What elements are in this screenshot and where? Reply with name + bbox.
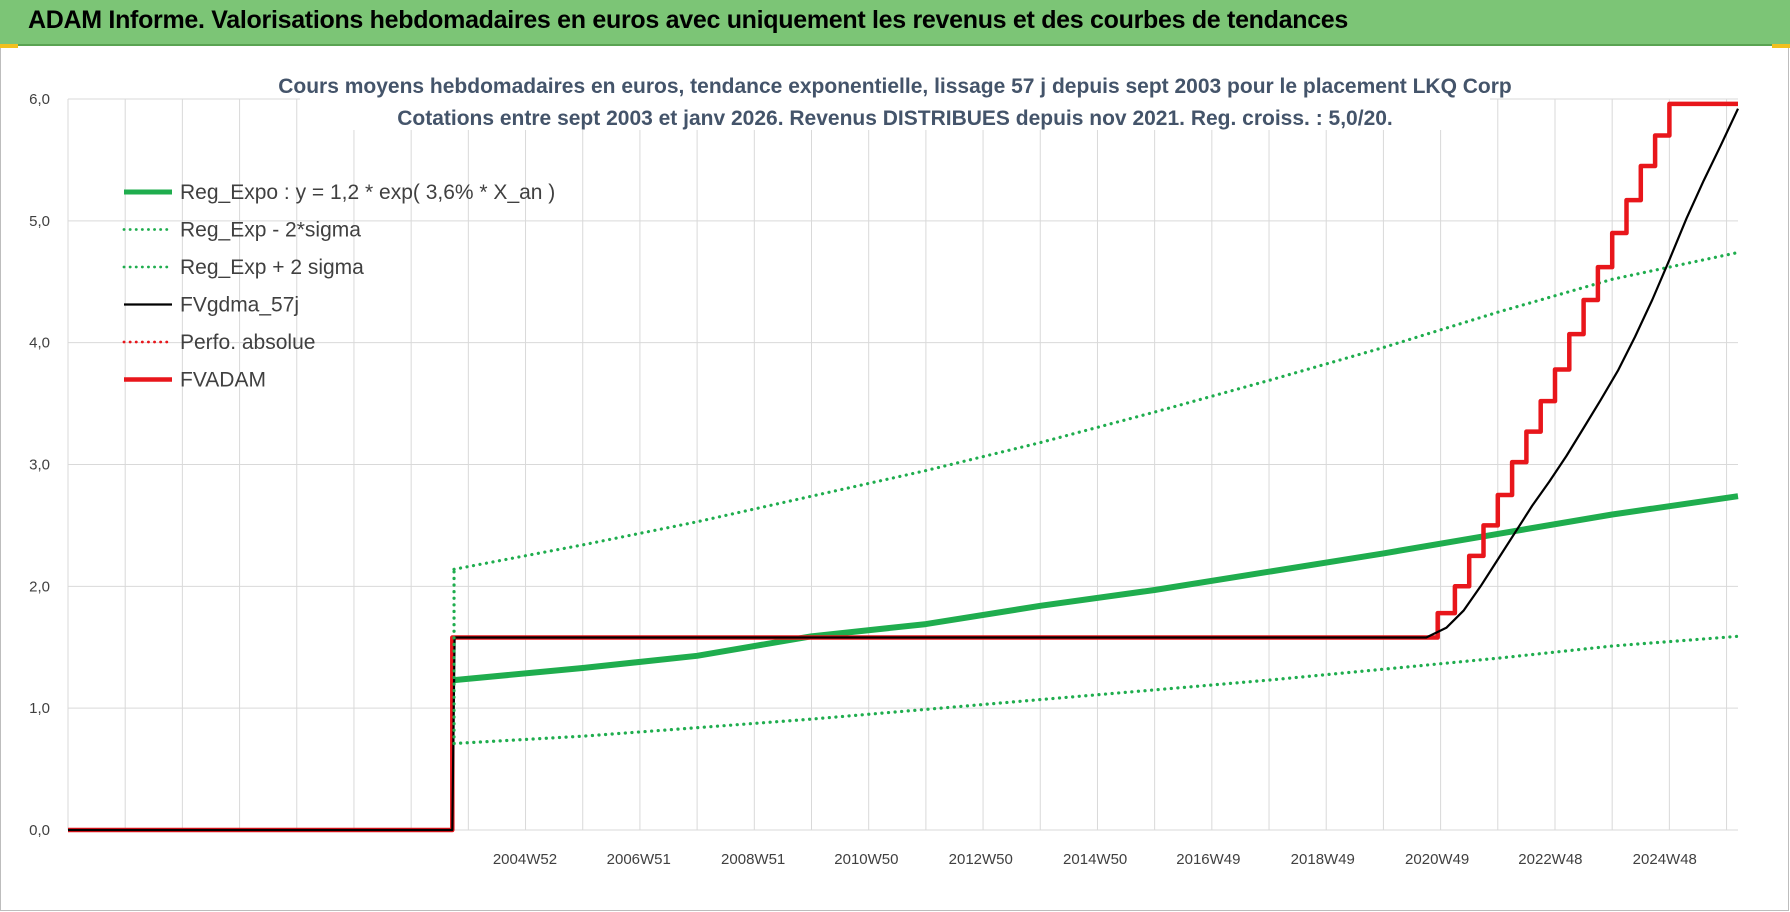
x-tick-label: 2016W49 — [1176, 851, 1240, 868]
y-tick-label: 0,0 — [29, 822, 50, 839]
chart-frame — [0, 46, 1789, 911]
x-tick-label: 2008W51 — [721, 851, 785, 868]
x-tick-label: 2022W48 — [1518, 851, 1582, 868]
y-tick-label: 1,0 — [29, 700, 50, 717]
x-tick-label: 2024W48 — [1633, 851, 1697, 868]
corner-mark-left — [0, 44, 18, 48]
y-tick-label: 2,0 — [29, 578, 50, 595]
series-lines — [68, 101, 1740, 833]
series-line-2 — [452, 250, 1740, 571]
y-axis-ticks: 0,0 1,0 2,0 3,0 4,0 5,0 6,0 — [29, 91, 50, 839]
report-header: ADAM Informe. Valorisations hebdomadaire… — [0, 0, 1790, 46]
legend-label: Reg_Exp - 2*sigma — [180, 219, 361, 242]
x-tick-label: 2004W52 — [493, 851, 557, 868]
y-tick-label: 6,0 — [29, 91, 50, 108]
corner-mark-right — [1772, 44, 1790, 48]
x-tick-label: 2014W50 — [1063, 851, 1127, 868]
legend-label: FVgdma_57j — [180, 294, 299, 317]
chart-subtitle: Cotations entre sept 2003 et janv 2026. … — [397, 107, 1393, 130]
legend-label: FVADAM — [180, 369, 266, 392]
x-tick-label: 2012W50 — [949, 851, 1013, 868]
grid-lines — [67, 98, 1738, 831]
legend-label: Reg_Exp + 2 sigma — [180, 256, 364, 279]
x-tick-label: 2020W49 — [1405, 851, 1469, 868]
chart-title: Cours moyens hebdomadaires en euros, ten… — [278, 75, 1512, 98]
y-tick-label: 3,0 — [29, 457, 50, 474]
series-line-3 — [68, 108, 1739, 832]
y-tick-label: 4,0 — [29, 335, 50, 352]
legend: Reg_Expo : y = 1,2 * exp( 3,6% * X_an ) R… — [122, 181, 555, 392]
x-axis-ticks: 2004W52 2006W51 2008W51 2010W50 2012W50 2014W… — [493, 851, 1697, 868]
legend-label: Perfo. absolue — [180, 331, 315, 354]
report-title: ADAM Informe. Valorisations hebdomadaire… — [28, 6, 1349, 34]
x-tick-label: 2018W49 — [1291, 851, 1355, 868]
title-background — [300, 58, 1490, 130]
series-line-5 — [68, 101, 1738, 833]
series-line-1 — [452, 634, 1740, 746]
y-tick-label: 5,0 — [29, 213, 50, 230]
legend-label: Reg_Expo : y = 1,2 * exp( 3,6% * X_an ) — [180, 181, 555, 204]
x-tick-label: 2010W50 — [834, 851, 898, 868]
x-tick-label: 2006W51 — [607, 851, 671, 868]
